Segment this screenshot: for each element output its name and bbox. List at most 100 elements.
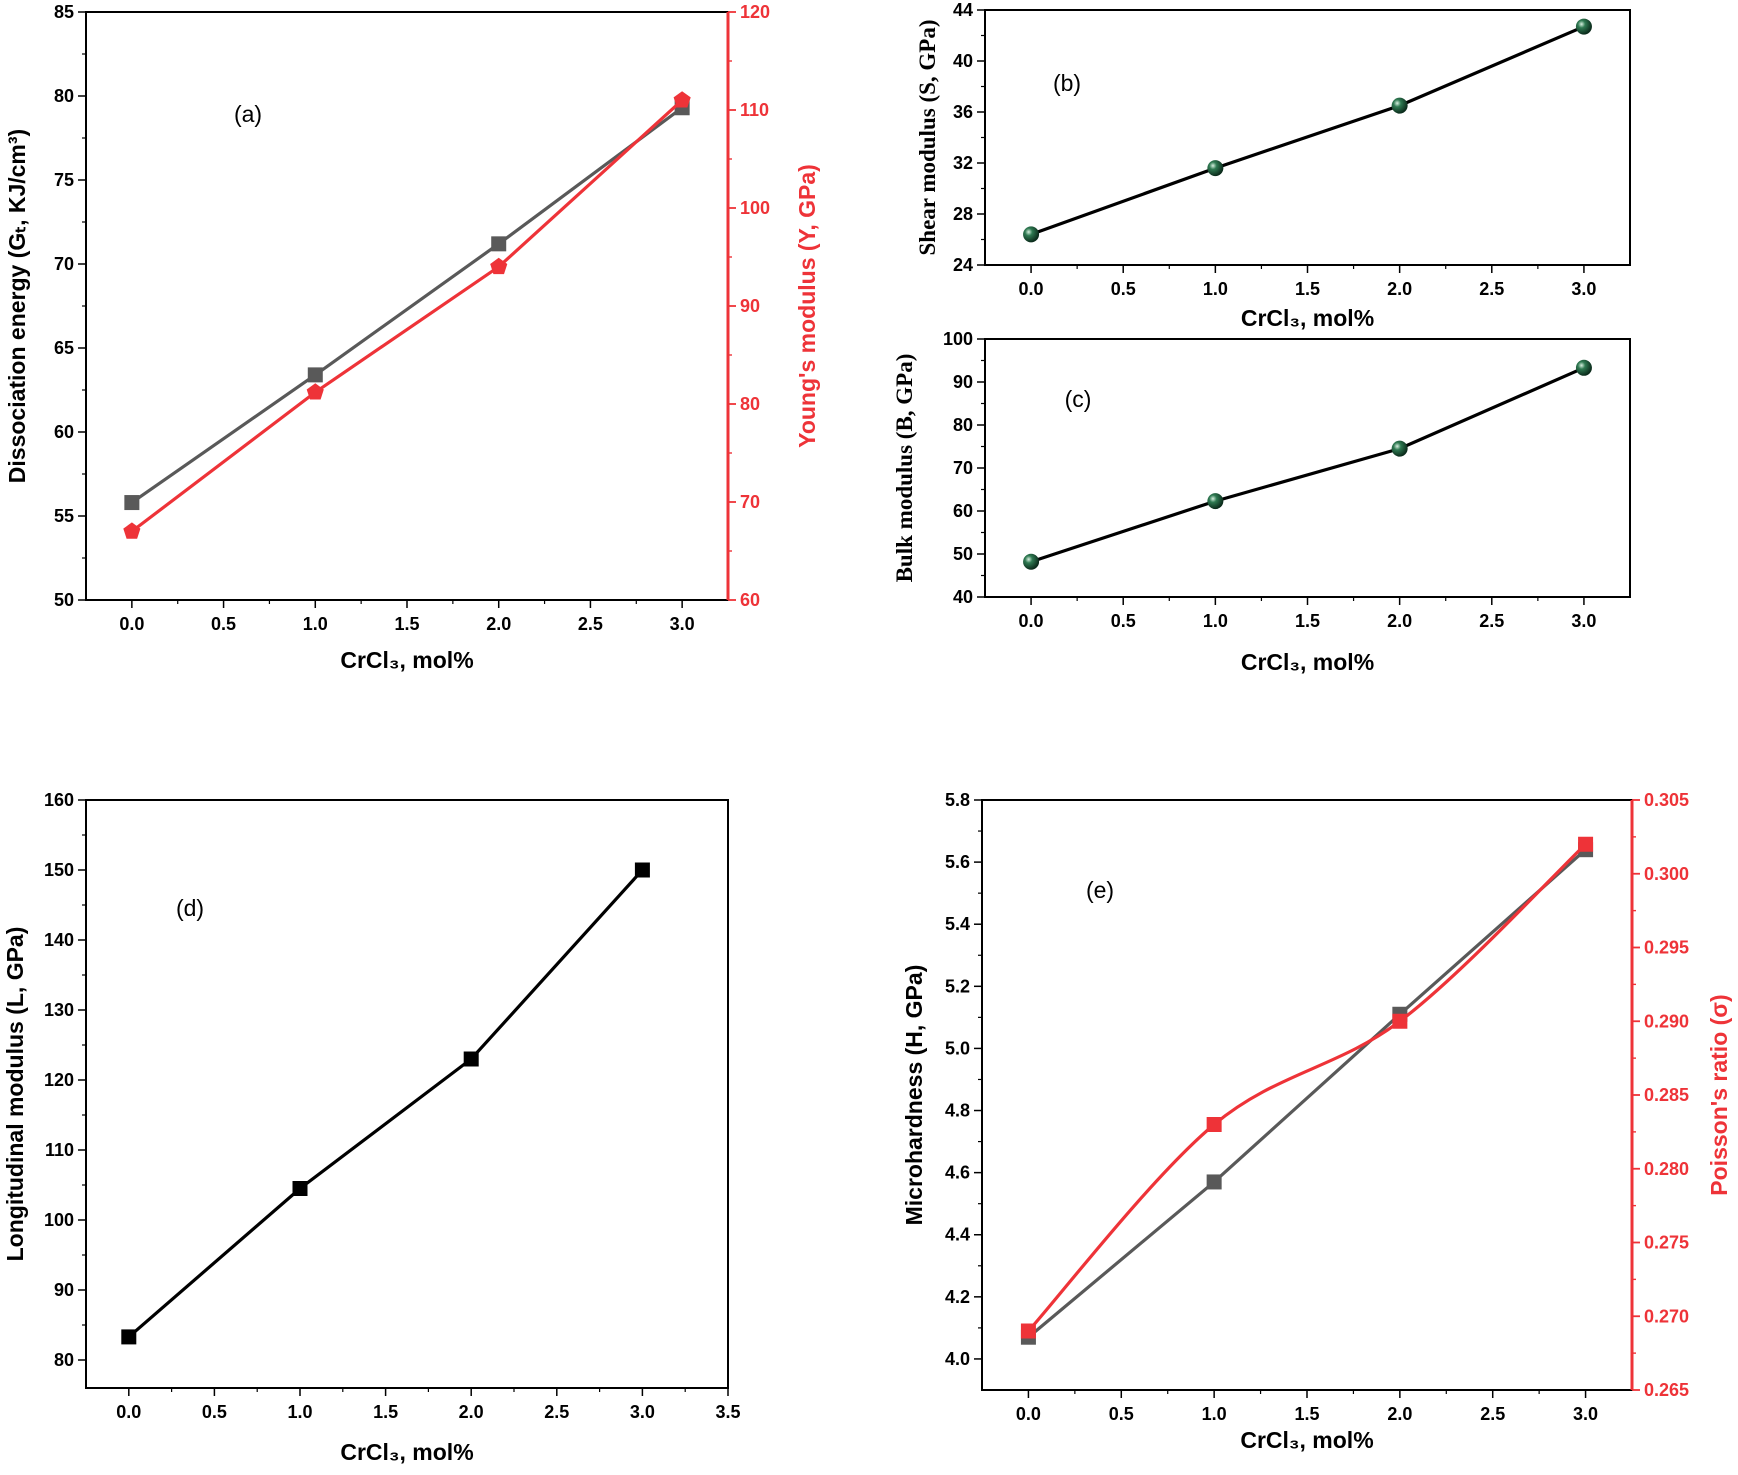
y-tick-label: 70 [953,458,973,478]
y-tick-label: 85 [54,2,74,22]
x-tick-label: 0.5 [1109,1404,1134,1424]
x-tick-label: 2.5 [1480,1404,1505,1424]
y-tick-label: 5.0 [945,1038,970,1058]
x-tick-label: 2.5 [1479,279,1504,299]
series-line-a-0 [130,106,684,504]
x-tick-label: 3.0 [1573,1404,1598,1424]
x-tick-label: 3.5 [715,1402,740,1422]
y-tick-label: 110 [45,1140,74,1160]
y-axis-title: Microhardness (H, GPa) [901,965,927,1226]
x-tick-label: 0.0 [119,614,144,634]
x-tick-label: 0.5 [211,614,236,634]
y-right-tick-label: 90 [740,296,760,316]
x-tick-label: 3.0 [1571,279,1596,299]
y-tick-label: 90 [953,372,973,392]
data-point-a-0-1 [307,367,323,383]
chart-b: 0.0 0.5 1.0 1.5 2.0 2.5 3.0 24 28 32 36 40 44 CrCl₃, … [915,0,1631,331]
y-right-axis-title: Poisson's ratio (σ) [1706,994,1732,1195]
y-tick-label: 75 [54,170,74,190]
series-line-e-0 [1027,848,1587,1339]
x-tick-label: 1.0 [1202,1404,1227,1424]
y-axis-title: Shear modulus (S, GPa) [915,19,940,255]
data-point-c-0-3 [1575,359,1592,376]
series-line-d-0 [127,868,644,1339]
x-tick-label: 2.5 [1479,611,1504,631]
y-tick-label: 150 [44,860,74,880]
y-tick-label: 80 [54,86,74,106]
x-axis-title: CrCl₃, mol% [1241,305,1374,331]
x-tick-label: 0.5 [1111,611,1136,631]
series-line-a-1 [130,99,684,533]
data-point-b-0-0 [1023,226,1040,243]
y-tick-label: 4.2 [945,1287,970,1307]
x-tick-label: 2.5 [544,1402,569,1422]
y-tick-label: 40 [953,51,973,71]
y-tick-label: 4.6 [945,1163,970,1183]
chart-a: 0.0 0.5 1.0 1.5 2.0 2.5 3.0 50 55 60 65 70 75 80 85 60 7… [4,2,820,673]
y-axis-title: Dissociation energy (Gₜ, KJ/cm³) [4,129,30,483]
data-point-a-0-0 [124,495,140,511]
x-tick-label: 2.0 [486,614,511,634]
y-tick-label: 160 [44,790,74,810]
panel-label: (b) [1053,70,1081,96]
x-tick-label: 2.0 [1387,611,1412,631]
y-right-tick-label: 60 [740,590,760,610]
x-tick-label: 3.0 [1571,611,1596,631]
x-tick-label: 1.0 [1203,611,1228,631]
panel-label: (c) [1065,386,1092,412]
x-tick-label: 1.5 [1294,1404,1319,1424]
y-right-tick-label: 0.270 [1644,1306,1689,1326]
data-point-a-1-1 [306,383,324,400]
y-tick-label: 4.0 [945,1349,970,1369]
x-tick-label: 0.5 [202,1402,227,1422]
plot-frame [85,799,729,1389]
y-right-tick-label: 110 [740,100,769,120]
y-tick-label: 100 [44,1210,74,1230]
series-line-c-0 [1030,366,1585,564]
plot-frame [85,11,729,601]
x-tick-label: 1.5 [1295,611,1320,631]
x-tick-label: 1.5 [1295,279,1320,299]
y-tick-label: 5.2 [945,976,970,996]
x-tick-label: 0.0 [1019,611,1044,631]
x-axis-title: CrCl₃, mol% [1241,649,1374,675]
y-right-tick-label: 100 [740,198,770,218]
data-point-d-0-0 [121,1329,137,1345]
series-line-b-0 [1030,25,1585,236]
data-point-b-0-1 [1207,160,1224,177]
data-point-a-1-2 [490,257,508,275]
x-tick-label: 2.5 [578,614,603,634]
data-point-a-0-2 [491,236,507,252]
data-point-c-0-1 [1207,493,1224,510]
y-tick-label: 120 [44,1070,74,1090]
x-tick-label: 0.0 [116,1402,141,1422]
x-tick-label: 0.5 [1111,279,1136,299]
y-axis-title: Bulk modulus (B, GPa) [892,354,917,583]
y-tick-label: 32 [953,153,973,173]
data-point-d-0-1 [292,1181,308,1196]
x-tick-label: 1.5 [373,1402,398,1422]
y-tick-label: 4.8 [945,1101,970,1121]
panel-label: (a) [234,101,262,127]
x-tick-label: 1.0 [1203,279,1228,299]
x-tick-label: 1.5 [394,614,419,634]
data-point-d-0-3 [634,862,650,878]
data-point-e-1-0 [1020,1323,1036,1339]
y-tick-label: 40 [953,587,973,607]
x-tick-label: 3.0 [630,1402,655,1422]
x-tick-label: 2.0 [459,1402,484,1422]
y-tick-label: 60 [54,422,74,442]
x-tick-label: 0.0 [1016,1404,1041,1424]
y-tick-label: 130 [44,1000,74,1020]
data-point-e-1-2 [1392,1013,1408,1029]
y-right-tick-label: 0.265 [1644,1380,1689,1400]
y-tick-label: 5.4 [945,914,970,934]
data-point-e-1-1 [1206,1117,1222,1132]
y-tick-label: 5.6 [945,852,970,872]
y-right-tick-label: 120 [740,2,770,22]
y-right-tick-label: 0.300 [1644,864,1689,884]
y-tick-label: 80 [953,415,973,435]
x-tick-label: 3.0 [670,614,695,634]
y-tick-label: 28 [953,204,973,224]
